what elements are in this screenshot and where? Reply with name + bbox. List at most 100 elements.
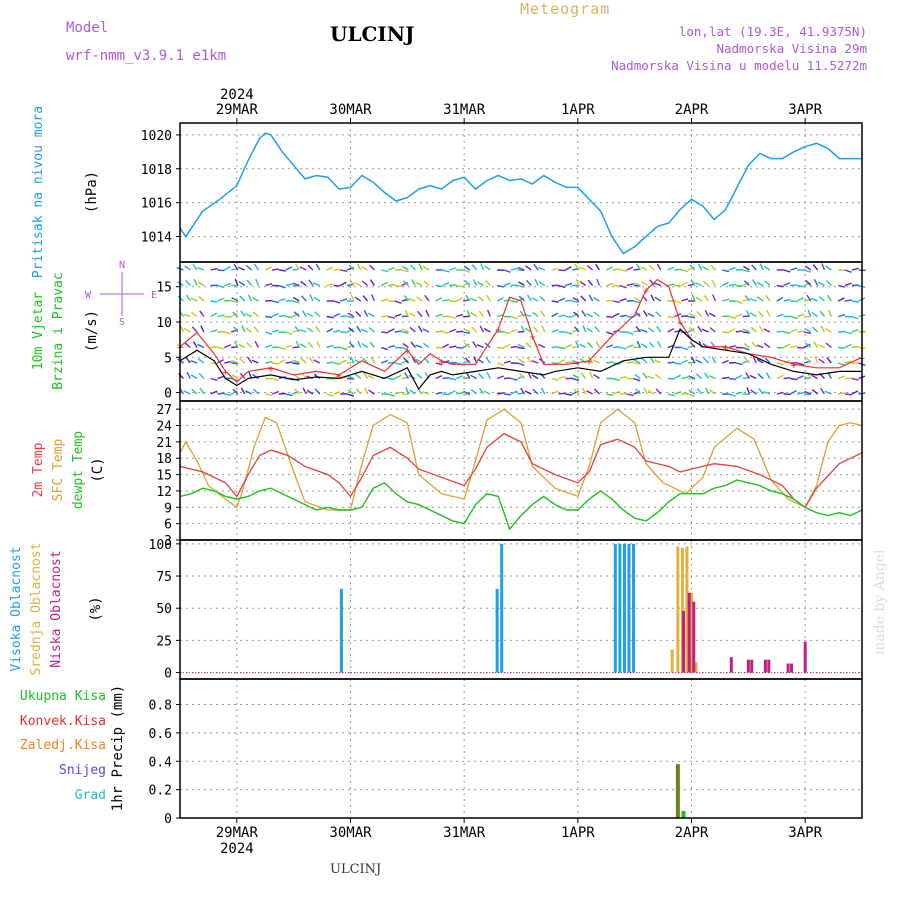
wind-barb [517, 362, 525, 366]
footer-station-name: ULCINJ [330, 862, 382, 877]
wind-barb [292, 300, 300, 304]
wind-barb [722, 376, 730, 380]
wind-barb [697, 325, 703, 333]
wind-barb [818, 358, 825, 364]
wind-barb [455, 375, 463, 380]
wind-barb [797, 313, 805, 318]
wind-barb [709, 389, 716, 395]
wind-barb [306, 389, 314, 395]
wind-barb [217, 392, 225, 395]
wind-barb [347, 375, 355, 380]
pressure-line [179, 132, 862, 255]
wind-barb [408, 312, 416, 318]
wind-barb [246, 279, 253, 286]
wind-barb [346, 315, 355, 319]
wind-barb [702, 280, 709, 287]
wind-barb [811, 312, 819, 318]
wind-gust-marker: + [336, 371, 342, 382]
wind-barb [456, 313, 464, 318]
wind-barb [503, 282, 511, 287]
wind-barb [245, 327, 253, 333]
wind-barb [520, 325, 526, 333]
wind-barb [742, 269, 750, 273]
wind-barb [232, 388, 239, 395]
wind-barb [674, 391, 682, 395]
wind-barb [224, 344, 232, 349]
wind-barb [233, 263, 239, 271]
wind-barb [485, 357, 491, 364]
wind-barb [307, 341, 314, 348]
wind-barb [422, 342, 430, 349]
high-cloud-bar [622, 543, 626, 673]
wind-barb [285, 283, 293, 287]
wind-barb [348, 264, 355, 271]
mid-cloud-bar [670, 649, 674, 673]
wind-barb [606, 315, 614, 319]
wind-barb [606, 361, 614, 364]
wind-barb [340, 298, 348, 302]
wind-barb [245, 264, 253, 271]
wind-barb [619, 297, 627, 302]
panel-frame [179, 400, 863, 541]
wind-barb [524, 327, 532, 333]
wind-barb [766, 309, 771, 317]
wind-barb [837, 362, 846, 366]
wind-barb [573, 326, 580, 333]
wind-barb [409, 389, 416, 395]
wind-barb [813, 341, 819, 348]
x-tick-label-top: 3APR [788, 102, 822, 118]
wind-barb [538, 266, 546, 271]
y-tick-label: 15 [156, 281, 172, 296]
sfc-temp-axis-label: SFC Temp [51, 439, 66, 502]
wind-barb [728, 328, 736, 333]
wind-barb [314, 311, 321, 318]
wind-barb [657, 340, 662, 348]
wind-barb [565, 299, 573, 302]
y-tick-label: 5 [164, 351, 172, 366]
x-tick-label-top: 29MAR [216, 102, 259, 118]
wind-barb [813, 278, 819, 286]
wind-barb [606, 393, 614, 397]
wind-barb [654, 359, 662, 364]
wind-barb [763, 265, 771, 271]
wind-barb [776, 362, 784, 366]
wind-barb [851, 345, 859, 349]
wind-barb [758, 325, 764, 333]
wind-barb [534, 278, 539, 286]
wind-barb [292, 312, 300, 318]
wind-barb [183, 313, 191, 318]
temp-unit-label: (C) [90, 457, 106, 482]
wind-barb [217, 269, 225, 272]
wind-gust-marker: + [529, 332, 535, 343]
y-tick-label: 1016 [141, 197, 172, 212]
wind-barb [423, 280, 430, 287]
wind-barb [721, 281, 729, 287]
wind-barb [783, 376, 791, 380]
wind-barb [240, 310, 246, 317]
low-cloud-bar [687, 592, 691, 673]
wind-barb [722, 269, 730, 273]
wind-barb [380, 346, 389, 351]
wind-barb [626, 361, 634, 364]
y-tick-label: 15 [156, 469, 172, 484]
y-tick-label: 3 [164, 534, 172, 549]
wind-barb [483, 327, 491, 333]
wind-barb [210, 390, 218, 395]
wind-barb [252, 311, 259, 318]
wind-barb [333, 329, 341, 333]
wind-barb [749, 312, 757, 318]
wind-barb [435, 296, 443, 302]
wind-barb [510, 345, 518, 349]
wind-barb [333, 268, 341, 271]
wind-gust-marker: + [791, 360, 797, 371]
wind-barb [271, 390, 279, 395]
wind-barb [231, 297, 239, 302]
wind-barb [408, 297, 416, 302]
wind-barb [558, 346, 566, 350]
wind-barb [654, 296, 662, 302]
wind-barb [531, 359, 539, 364]
wind-barb [804, 328, 812, 333]
wind-barb [814, 356, 819, 364]
wind-barb [191, 388, 198, 395]
wind-barb [709, 326, 716, 333]
